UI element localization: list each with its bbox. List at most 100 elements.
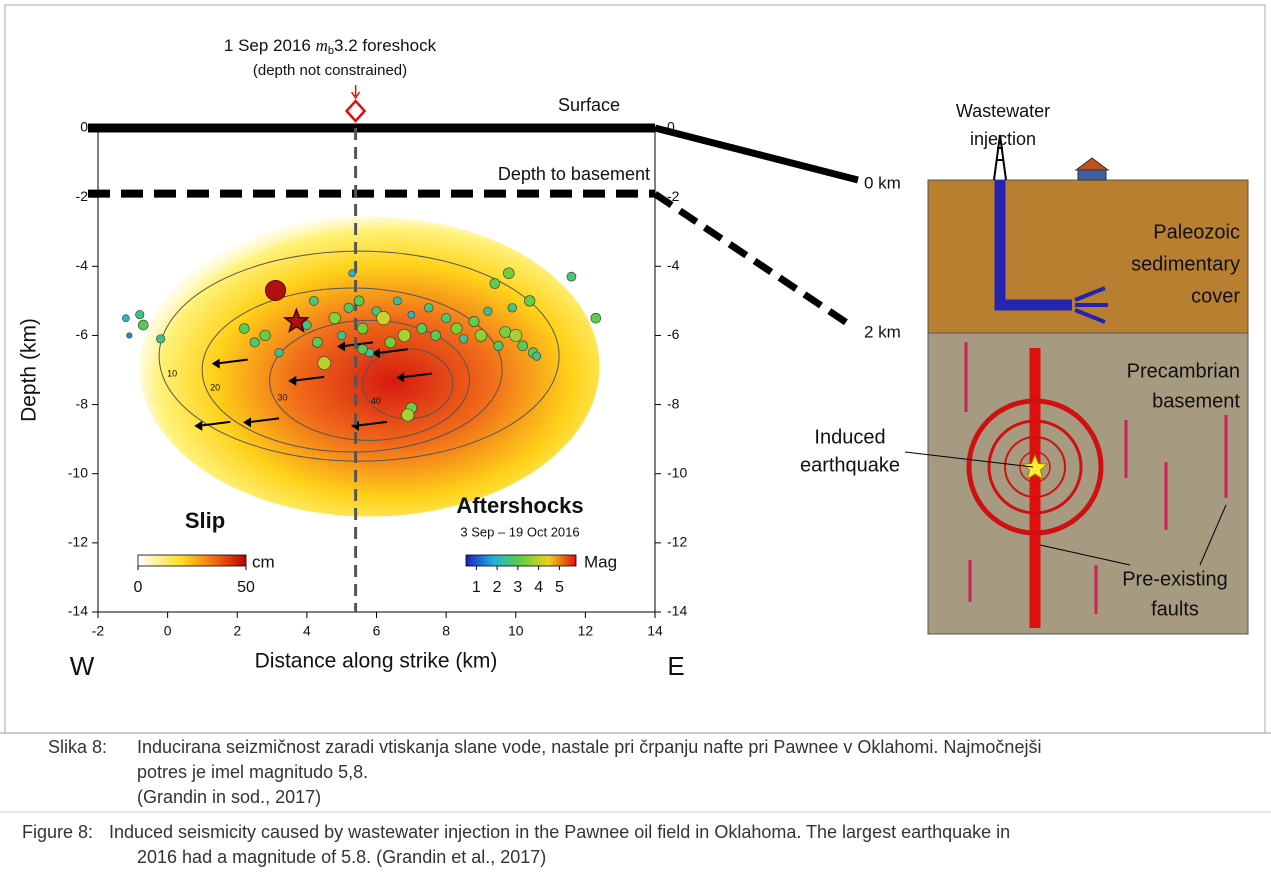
y-tick-label: -4 [76,257,89,273]
aftershock [344,303,353,312]
y-tick-label: -6 [76,326,89,342]
aftershock [312,337,322,347]
y-tick-label: -10 [68,464,88,480]
colorbar-tick-label: 3 [513,579,522,596]
y-tick-label: -8 [667,395,680,411]
aftershock [127,333,133,339]
aftershock [431,330,441,340]
aftershock [451,323,462,334]
colorbar-tick-label: 50 [237,579,255,596]
colorbar-tick-label: 1 [472,579,481,596]
caption-label: Figure 8: [22,822,93,842]
aftershock [408,311,415,318]
y-tick-label: -4 [667,257,680,273]
aftershock [475,330,487,342]
x-tick-label: 14 [647,623,663,639]
x-tick-label: 8 [442,623,450,639]
colorbar-tick-label: 2 [493,579,502,596]
y-tick-label: -8 [76,395,89,411]
label: injection [970,129,1036,149]
aftershock [250,338,259,347]
label: Induced [814,426,885,448]
label: 0 km [864,173,901,192]
aftershock [337,331,346,340]
x-tick-label: -2 [92,623,105,639]
label: 2 km [864,322,901,341]
large-event [266,280,286,300]
aftershock [591,313,601,323]
y-tick-label: 0 [80,119,88,135]
aftershock [500,326,511,337]
aftershock [329,312,341,324]
caption-line: potres je imel magnitudo 5,8. [137,762,368,782]
aftershock [136,310,145,319]
aftershock [469,316,479,326]
aftershock [239,324,249,334]
contour-label: 10 [167,369,177,379]
aftershock [349,270,356,277]
colorbar-tick-label: 0 [134,579,143,596]
house [1078,170,1106,180]
contour-label: 20 [210,382,220,392]
aftershock [402,409,414,421]
y-axis-label: Depth (km) [18,318,41,422]
aftershock [309,296,318,305]
aftershock [275,348,284,357]
aftershock [508,303,517,312]
caption-line: 2016 had a magnitude of 5.8. (Grandin et… [137,847,546,867]
west-label: W [70,651,95,681]
y-tick-label: -12 [68,534,88,550]
aftershock [424,303,433,312]
x-tick-label: 0 [164,623,172,639]
aftershocks-title: Aftershocks [456,493,583,518]
aftershock [459,335,468,344]
aftershock [138,320,148,330]
aftershock [490,279,500,289]
label: Wastewater [956,101,1050,121]
colorbar-tick-label: 5 [555,579,564,596]
label: Pre-existing [1122,568,1228,590]
caption-line: (Grandin in sod., 2017) [137,787,321,807]
foreshock-title-part: m [316,36,328,55]
y-tick-label: -14 [68,603,88,619]
y-tick-label: -14 [667,603,687,619]
surface-label: Surface [558,95,620,115]
y-tick-label: -10 [667,464,687,480]
aftershock [484,307,493,316]
aftershock [398,329,410,341]
x-tick-label: 12 [578,623,594,639]
slip-colorbar [138,555,246,566]
aftershock [417,324,427,334]
captions: Slika 8: Inducirana seizmičnost zaradi v… [22,737,1041,867]
foreshock-title-part: 3.2 foreshock [334,36,437,55]
aftershocks-dates: 3 Sep – 19 Oct 2016 [460,524,579,539]
label: faults [1151,598,1199,620]
colorbar-tick-label: 4 [534,579,543,596]
aftershock [393,297,401,305]
slip-title: Slip [185,508,225,533]
caption-label: Slika 8: [48,737,107,757]
contour-label: 30 [278,393,288,403]
slip-unit: cm [252,552,275,571]
x-tick-label: 4 [303,623,311,639]
aftershock [441,313,450,322]
contour-label: 40 [371,396,381,406]
basement-label: Depth to basement [498,164,650,184]
label: earthquake [800,454,900,476]
caption-line: Inducirana seizmičnost zaradi vtiskanja … [137,737,1041,757]
aftershock [532,352,541,361]
x-axis-label: Distance along strike (km) [255,650,498,673]
aftershock [567,272,576,281]
caption-line: Induced seismicity caused by wastewater … [109,822,1010,842]
aftershock [385,337,396,348]
slip-field [140,217,600,517]
aftershock [260,330,271,341]
page: 1020304000-2-2-4-4-6-6-8-8-10-10-12-12-1… [0,0,1271,885]
aftershock [377,311,391,325]
aftershock [354,296,364,306]
east-label: E [667,651,684,681]
label: Precambrian [1127,360,1240,382]
x-tick-label: 2 [233,623,241,639]
figure: 1020304000-2-2-4-4-6-6-8-8-10-10-12-12-1… [0,0,1271,885]
